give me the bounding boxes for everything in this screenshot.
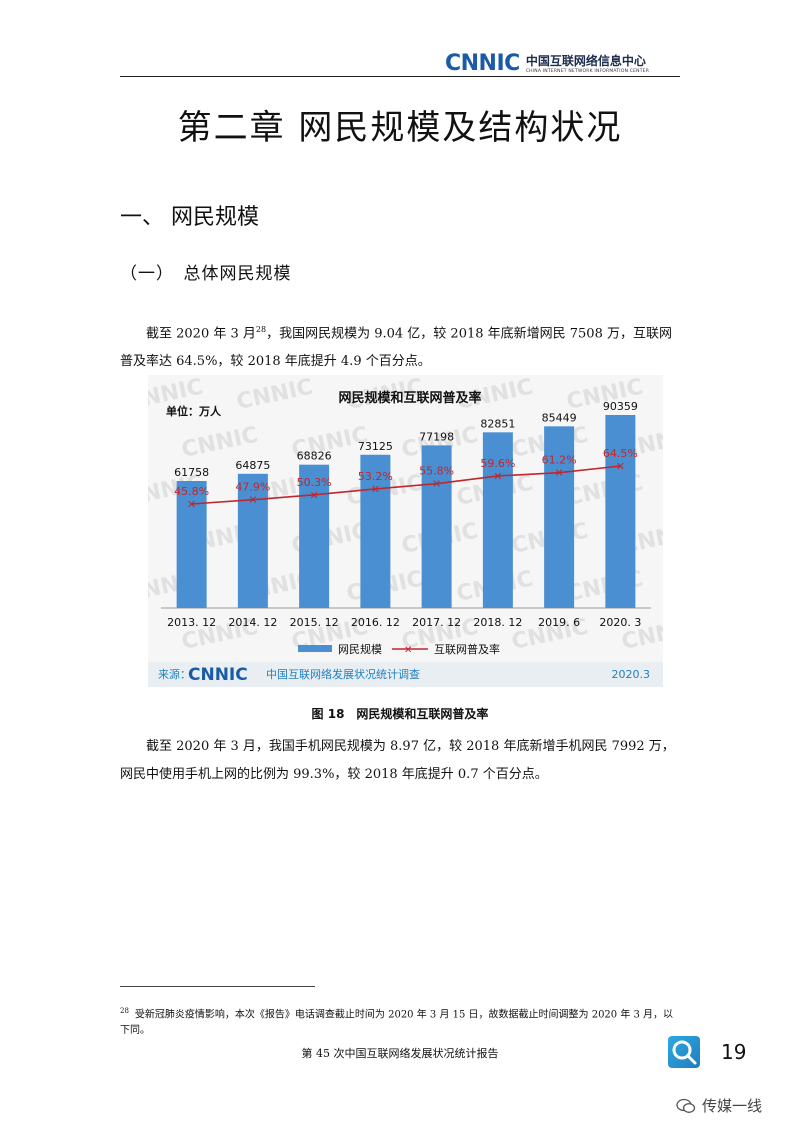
line-value-label: 59.6%: [480, 457, 515, 470]
figure-caption: 图 18 网民规模和互联网普及率: [311, 707, 489, 721]
line-value-label: 47.9%: [235, 481, 270, 494]
chart-date-label: 2020.3: [612, 668, 651, 681]
watermark-text: 传媒一线: [702, 1097, 763, 1115]
bar-value-label: 82851: [480, 417, 515, 430]
bar-netizen-scale: [176, 481, 207, 608]
legend-bar-swatch: [298, 645, 332, 652]
legend-line-marker: ✕: [404, 645, 412, 656]
bar-value-label: 68826: [297, 450, 332, 463]
section-title: 一、 网民规模: [120, 205, 259, 230]
x-tick-label: 2014. 12: [228, 616, 277, 629]
line-value-label: 45.8%: [174, 485, 209, 498]
header-divider: [120, 76, 680, 77]
line-point-marker: ✕: [371, 483, 380, 496]
x-tick-label: 2013. 12: [167, 616, 216, 629]
footnote-divider: [120, 986, 315, 987]
wechat-watermark: 传媒一线: [676, 1095, 762, 1116]
line-value-label: 53.2%: [358, 470, 393, 483]
bar-value-label: 77198: [419, 430, 454, 443]
chart-watermark: CNNIC: [234, 375, 315, 415]
x-tick-label: 2015. 12: [290, 616, 339, 629]
bar-netizen-scale: [421, 445, 452, 608]
line-point-marker: ✕: [187, 498, 196, 511]
line-value-label: 61.2%: [542, 454, 577, 467]
chapter-title: 第二章 网民规模及结构状况: [177, 108, 623, 148]
chart-source-text: 中国互联网络发展状况统计调查: [266, 667, 420, 681]
x-tick-label: 2017. 12: [412, 616, 461, 629]
bar-netizen-scale: [360, 454, 391, 608]
line-point-marker: ✕: [248, 494, 257, 507]
cnnic-logo: CNNIC 中国互联网络信息中心 CHINA INTERNET NETWORK …: [445, 50, 649, 76]
footer-report-title: 第 45 次中国互联网络发展状况统计报告: [301, 1047, 499, 1060]
bar-netizen-scale: [605, 415, 636, 608]
paragraph-netizen-scale: 截至 2020 年 3 月28，我国网民规模为 9.04 亿，较 2018 年底…: [120, 316, 680, 376]
legend-line-label: 互联网普及率: [434, 642, 500, 656]
x-tick-label: 2019. 6: [538, 616, 580, 629]
subsection-title: （一） 总体网民规模: [120, 264, 292, 284]
chart-source-label: 来源：: [158, 667, 191, 681]
bar-value-label: 90359: [603, 400, 638, 413]
bar-netizen-scale: [482, 432, 513, 608]
bar-value-label: 73125: [358, 440, 393, 453]
bar-value-label: 61758: [174, 466, 209, 479]
bar-netizen-scale: [299, 464, 330, 608]
bar-netizen-scale: [544, 426, 575, 608]
footnote-mark: 28: [120, 1007, 129, 1015]
page-number: 19: [721, 1040, 747, 1064]
chart-unit-label: 单位：万人: [166, 404, 222, 418]
netizen-scale-chart: CNNIC CNNIC CNNIC CNNIC CNNIC CNNIC CNNIC CNNIC…: [124, 374, 700, 687]
chart-legend: 网民规模 ✕ 互联网普及率: [298, 642, 500, 656]
logo-chinese-name: 中国互联网络信息中心: [525, 54, 646, 68]
wechat-icon: [676, 1098, 696, 1113]
chart-plot-area: 61758 2013. 12 64875 2014. 12 68826 2015. 12 7…: [161, 400, 651, 629]
line-point-marker: ✕: [616, 460, 625, 473]
line-value-label: 55.8%: [419, 465, 454, 478]
line-penetration-rate: [191, 465, 621, 505]
footnote-reference[interactable]: 28: [255, 325, 267, 334]
footnote-text: 受新冠肺炎疫情影响，本次《报告》电话调查截止时间为 2020 年 3 月 15 …: [120, 1009, 674, 1037]
bar-value-label: 64875: [235, 459, 270, 472]
x-tick-label: 2020. 3: [599, 616, 641, 629]
logo-mark: CNNIC: [445, 50, 520, 76]
x-tick-label: 2018. 12: [473, 616, 522, 629]
line-point-marker: ✕: [432, 478, 441, 491]
x-tick-label: 2016. 12: [351, 616, 400, 629]
chart-source-band: [148, 662, 663, 687]
bar-netizen-scale: [237, 473, 268, 608]
logo-english-name: CHINA INTERNET NETWORK INFORMATION CENTE…: [525, 69, 650, 74]
para1-before: 截至 2020 年 3 月: [146, 326, 256, 342]
legend-bar-label: 网民规模: [338, 642, 382, 656]
line-value-label: 50.3%: [297, 476, 332, 489]
line-point-marker: ✕: [493, 470, 502, 483]
line-point-marker: ✕: [555, 467, 564, 480]
bar-value-label: 85449: [542, 411, 577, 424]
line-point-marker: ✕: [310, 489, 319, 502]
chart-source-logo: CNNIC: [188, 665, 248, 685]
para1-after: ，我国网民规模为 9.04 亿，较 2018 年底新增网民 7508 万，互联网…: [120, 326, 672, 370]
footnote: 28 受新冠肺炎疫情影响，本次《报告》电话调查截止时间为 2020 年 3 月 1…: [120, 1003, 680, 1039]
chart-watermark: CNNIC: [179, 422, 260, 463]
line-value-label: 64.5%: [603, 447, 638, 460]
magnifier-logo-icon: [668, 1036, 700, 1068]
chart-title: 网民规模和互联网普及率: [338, 390, 481, 406]
paragraph-mobile-netizens: 截至 2020 年 3 月，我国手机网民规模为 8.97 亿，较 2018 年底…: [120, 739, 675, 782]
